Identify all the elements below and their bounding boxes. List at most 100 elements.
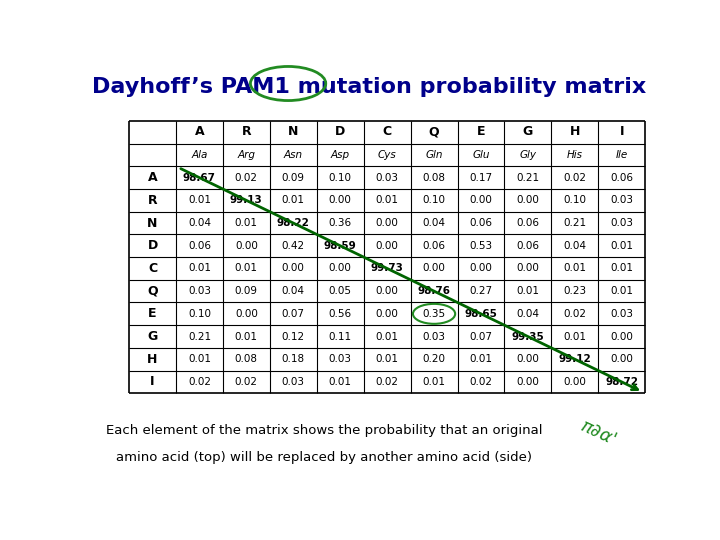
Text: 0.36: 0.36 [328,218,352,228]
Text: 98.65: 98.65 [464,309,498,319]
Text: 0.05: 0.05 [329,286,351,296]
Text: 0.03: 0.03 [611,309,634,319]
Text: amino acid (top) will be replaced by another amino acid (side): amino acid (top) will be replaced by ano… [117,451,532,464]
Text: 0.00: 0.00 [282,264,305,273]
Text: 0.02: 0.02 [235,173,258,183]
Text: 99.73: 99.73 [371,264,404,273]
Text: Cys: Cys [378,150,397,160]
Text: Ile: Ile [616,150,628,160]
Text: 0.21: 0.21 [188,332,211,341]
Text: 0.00: 0.00 [329,195,351,205]
Text: H: H [570,125,580,138]
Text: 0.35: 0.35 [423,309,446,319]
Text: 0.04: 0.04 [188,218,211,228]
Text: 0.42: 0.42 [282,241,305,251]
Text: 0.01: 0.01 [235,264,258,273]
Text: 0.00: 0.00 [376,241,399,251]
Text: Arg: Arg [238,150,256,160]
Text: Gly: Gly [519,150,536,160]
Text: 0.10: 0.10 [329,173,351,183]
Text: 0.02: 0.02 [469,377,492,387]
Text: 0.00: 0.00 [611,354,633,364]
Text: 0.01: 0.01 [188,195,211,205]
Text: 0.06: 0.06 [516,218,539,228]
Text: 0.18: 0.18 [282,354,305,364]
Text: G: G [148,330,158,343]
Text: His: His [567,150,582,160]
Text: 0.03: 0.03 [423,332,446,341]
Text: 0.03: 0.03 [611,195,634,205]
Text: 0.01: 0.01 [611,264,634,273]
Text: I: I [150,375,155,388]
Text: 0.01: 0.01 [563,332,586,341]
Text: 99.35: 99.35 [511,332,544,341]
Text: 0.04: 0.04 [282,286,305,296]
Text: $\pi\partial\alpha$': $\pi\partial\alpha$' [577,416,618,448]
Text: 0.00: 0.00 [235,241,258,251]
Text: 0.00: 0.00 [423,264,446,273]
Text: 0.04: 0.04 [516,309,539,319]
Text: 0.00: 0.00 [469,195,492,205]
Text: 0.00: 0.00 [235,309,258,319]
Text: E: E [477,125,485,138]
Text: 99.13: 99.13 [230,195,263,205]
Text: 0.10: 0.10 [423,195,446,205]
Text: 0.03: 0.03 [188,286,211,296]
Text: 0.01: 0.01 [376,332,399,341]
Text: 0.02: 0.02 [376,377,399,387]
Text: D: D [335,125,346,138]
Text: 0.06: 0.06 [423,241,446,251]
Text: 0.10: 0.10 [188,309,211,319]
Text: D: D [148,239,158,252]
Text: 0.00: 0.00 [516,377,539,387]
Text: 0.01: 0.01 [235,332,258,341]
Text: 0.01: 0.01 [188,264,211,273]
Text: 0.56: 0.56 [328,309,352,319]
Text: 0.23: 0.23 [563,286,586,296]
Text: 98.22: 98.22 [277,218,310,228]
Text: 0.01: 0.01 [376,354,399,364]
Text: 0.02: 0.02 [563,173,586,183]
Text: Dayhoff’s PAM1 mutation probability matrix: Dayhoff’s PAM1 mutation probability matr… [92,77,646,97]
Text: 0.08: 0.08 [423,173,446,183]
Text: 0.00: 0.00 [516,195,539,205]
Text: 0.00: 0.00 [469,264,492,273]
Text: 0.01: 0.01 [329,377,351,387]
Text: Asn: Asn [284,150,303,160]
Text: 0.01: 0.01 [235,218,258,228]
Text: N: N [148,217,158,230]
Text: 0.12: 0.12 [282,332,305,341]
Text: 0.01: 0.01 [423,377,446,387]
Text: A: A [148,171,158,184]
Text: 0.10: 0.10 [563,195,586,205]
Text: R: R [241,125,251,138]
Text: I: I [619,125,624,138]
Text: 0.04: 0.04 [563,241,586,251]
Text: 0.04: 0.04 [423,218,446,228]
Text: H: H [148,353,158,366]
Text: 0.03: 0.03 [329,354,351,364]
Text: 0.01: 0.01 [282,195,305,205]
Text: 0.20: 0.20 [423,354,446,364]
Text: Q: Q [428,125,439,138]
Text: 0.53: 0.53 [469,241,492,251]
Text: 0.00: 0.00 [376,218,399,228]
Text: N: N [288,125,299,138]
Text: 98.72: 98.72 [606,377,638,387]
Text: 0.00: 0.00 [376,309,399,319]
Text: 0.27: 0.27 [469,286,492,296]
Text: 0.03: 0.03 [376,173,399,183]
Text: Ala: Ala [192,150,207,160]
Text: C: C [148,262,157,275]
Text: 0.00: 0.00 [563,377,586,387]
Text: 0.03: 0.03 [282,377,305,387]
Text: 98.76: 98.76 [418,286,451,296]
Text: 0.01: 0.01 [188,354,211,364]
Text: A: A [194,125,204,138]
Text: 0.17: 0.17 [469,173,492,183]
Text: 0.02: 0.02 [188,377,211,387]
Text: R: R [148,194,158,207]
Text: 0.02: 0.02 [235,377,258,387]
Text: 0.01: 0.01 [611,241,634,251]
Text: 0.08: 0.08 [235,354,258,364]
